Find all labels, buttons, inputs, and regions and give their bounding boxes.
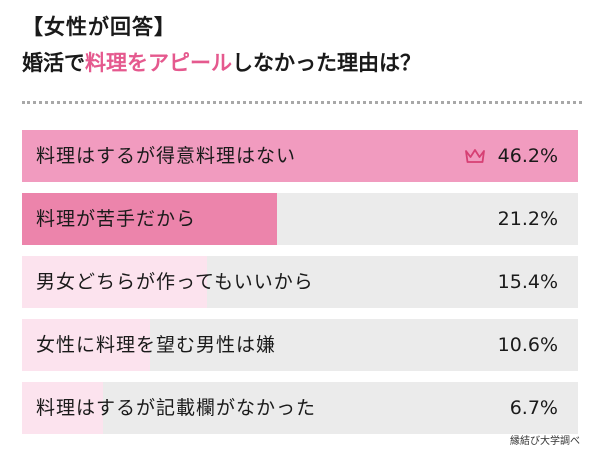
bar-row: 料理はするが記載欄がなかった 6.7% bbox=[22, 382, 578, 434]
bar bbox=[22, 319, 150, 371]
value-label: 21.2% bbox=[497, 208, 558, 230]
bar bbox=[22, 256, 208, 308]
bar-row: 男女どちらが作ってもいいから 15.4% bbox=[22, 256, 578, 308]
dotted-divider bbox=[22, 101, 582, 104]
respondent-tag: 【女性が回答】 bbox=[22, 15, 176, 39]
chart-header: 【女性が回答】 婚活で料理をアピールしなかった理由は？ bbox=[22, 12, 578, 80]
bar bbox=[22, 382, 103, 434]
category-label: 料理はするが得意料理はない bbox=[36, 145, 297, 167]
bar bbox=[22, 130, 578, 182]
chart-title: 婚活で料理をアピールしなかった理由は？ bbox=[22, 46, 578, 80]
bar-row: 料理はするが得意料理はない 46.2% bbox=[22, 130, 578, 182]
crown-icon bbox=[465, 149, 485, 163]
bar bbox=[22, 193, 278, 245]
category-label: 料理はするが記載欄がなかった bbox=[36, 397, 317, 419]
value-label: 10.6% bbox=[497, 334, 558, 356]
title-highlight: 料理をアピール bbox=[85, 51, 232, 75]
value-label: 15.4% bbox=[497, 271, 558, 293]
bar-row: 女性に料理を望む男性は嫌 10.6% bbox=[22, 319, 578, 371]
category-label: 女性に料理を望む男性は嫌 bbox=[36, 334, 277, 356]
bar-row: 料理が苦手だから 21.2% bbox=[22, 193, 578, 245]
value-label: 6.7% bbox=[509, 397, 558, 419]
value-label: 46.2% bbox=[497, 145, 558, 167]
title-suffix: しなかった理由は？ bbox=[232, 51, 421, 75]
category-label: 料理が苦手だから bbox=[36, 208, 197, 230]
category-label: 男女どちらが作ってもいいから bbox=[36, 271, 314, 293]
source-note: 縁結び大学調べ bbox=[510, 436, 580, 447]
bar-list: 料理はするが得意料理はない 46.2% 料理が苦手だから 21.2% 男女どちらが作って… bbox=[22, 130, 578, 445]
title-prefix: 婚活で bbox=[22, 51, 85, 75]
